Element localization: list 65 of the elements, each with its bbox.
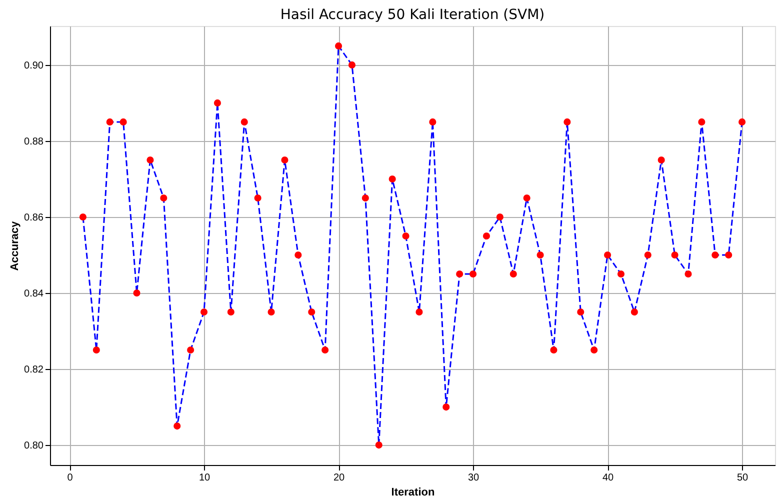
point <box>577 308 584 316</box>
point <box>604 251 612 259</box>
point <box>564 118 571 126</box>
point <box>388 175 396 183</box>
point <box>106 118 114 126</box>
point <box>644 251 652 259</box>
point <box>79 213 86 221</box>
point <box>200 308 208 316</box>
point <box>402 232 410 240</box>
point <box>334 42 342 50</box>
point <box>133 289 140 297</box>
point <box>187 346 194 354</box>
x-tick-label: 30 <box>468 472 480 484</box>
point <box>698 118 706 126</box>
point <box>268 308 275 316</box>
x-axis-title: Iteration <box>391 486 435 498</box>
point <box>322 346 329 354</box>
point <box>281 156 288 164</box>
point <box>160 194 168 202</box>
point <box>214 99 221 106</box>
point <box>658 156 665 164</box>
x-tick-label: 20 <box>333 472 346 484</box>
x-tick-label: 40 <box>602 472 614 484</box>
point <box>684 270 692 278</box>
point <box>617 270 625 278</box>
point <box>536 251 544 259</box>
point <box>496 213 504 221</box>
point <box>227 308 234 316</box>
point <box>294 251 302 259</box>
point <box>590 346 598 354</box>
point <box>146 156 154 164</box>
chart-title: Hasil Accuracy 50 Kali Iteration (SVM) <box>280 7 545 23</box>
point <box>469 270 477 278</box>
point <box>174 422 181 430</box>
point <box>630 308 638 316</box>
point <box>712 251 719 259</box>
point <box>254 194 262 202</box>
y-tick-label: 0.86 <box>24 212 44 224</box>
point <box>429 118 436 126</box>
point <box>240 118 248 126</box>
point <box>456 270 464 278</box>
point <box>510 270 517 278</box>
point <box>523 194 530 202</box>
point <box>738 118 746 126</box>
point <box>308 308 316 316</box>
point <box>348 61 356 68</box>
x-tick-label: 0 <box>67 472 74 484</box>
point <box>120 118 127 126</box>
point <box>482 232 490 240</box>
point <box>416 308 423 316</box>
y-tick-label: 0.82 <box>24 364 44 376</box>
point <box>92 346 100 354</box>
point <box>671 251 678 259</box>
point <box>375 442 382 449</box>
y-tick-label: 0.90 <box>24 60 44 72</box>
point <box>442 404 450 411</box>
point <box>550 346 558 354</box>
point <box>362 194 369 202</box>
x-tick-label: 50 <box>736 472 749 484</box>
y-tick-label: 0.88 <box>24 136 44 148</box>
y-tick-label: 0.80 <box>24 440 44 452</box>
y-tick-label: 0.84 <box>24 288 44 300</box>
point <box>725 251 732 259</box>
y-axis-title: Accuracy <box>9 220 22 271</box>
x-tick-label: 10 <box>198 472 211 484</box>
